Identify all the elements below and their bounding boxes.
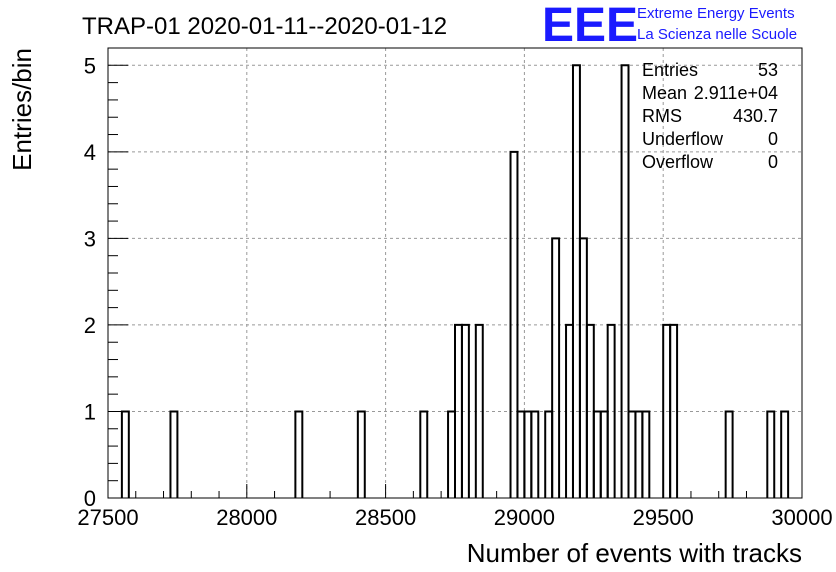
y-tick-labels: 0 1 2 3 4 5 (84, 53, 96, 511)
logo-letters: EEE (542, 0, 638, 52)
x-tick-label: 30000 (771, 505, 832, 530)
logo-line-1: Extreme Energy Events (637, 5, 795, 22)
histogram-bin (620, 64, 630, 498)
y-tick-label: 5 (84, 53, 96, 78)
stats-label: Mean (642, 83, 687, 103)
stats-label: RMS (642, 106, 682, 126)
logo-line-2: La Scienza nelle Scuole (637, 26, 797, 43)
histogram-bin (606, 323, 616, 498)
histogram-bin (530, 410, 540, 498)
histogram-bin (766, 410, 776, 498)
stats-value: 0 (768, 129, 778, 149)
stats-label: Underflow (642, 129, 724, 149)
stats-label: Entries (642, 60, 698, 80)
histogram-bin (523, 410, 533, 498)
histogram-bin (599, 410, 609, 498)
histogram-bin (578, 237, 588, 498)
histogram-bin (780, 410, 790, 498)
histogram-bin (447, 410, 456, 498)
stats-value: 0 (768, 152, 778, 172)
histogram-bin (571, 64, 581, 498)
chart-title: TRAP-01 2020-01-11--2020-01-12 (82, 13, 447, 40)
stats-value: 430.7 (733, 106, 778, 126)
stats-value: 53 (758, 60, 778, 80)
y-tick-label: 4 (84, 140, 96, 165)
y-tick-label: 2 (84, 313, 96, 338)
histogram-bin (551, 237, 561, 498)
x-tick-label: 29000 (494, 505, 555, 530)
eee-logo: EEE Extreme Energy Events La Scienza nel… (542, 0, 797, 52)
axis-ticks (107, 64, 803, 499)
y-tick-label: 3 (84, 226, 96, 251)
x-tick-labels: 27500 28000 28500 29000 29500 30000 (77, 505, 832, 530)
histogram-bars (120, 64, 790, 498)
histogram-bin (460, 323, 470, 498)
histogram-bin (419, 410, 429, 498)
histogram-bin (169, 410, 179, 498)
y-tick-label: 0 (84, 486, 96, 511)
histogram-bin (724, 410, 734, 498)
histogram-bin (294, 410, 304, 498)
histogram-bin (356, 410, 366, 498)
histogram-bin (641, 410, 651, 498)
x-tick-label: 29500 (633, 505, 694, 530)
histogram-bin (634, 410, 644, 498)
histogram-bin (592, 410, 602, 498)
y-tick-label: 1 (84, 399, 96, 424)
histogram-bin (627, 410, 637, 498)
stats-value: 2.911e+04 (694, 83, 778, 103)
histogram-bin (516, 410, 526, 498)
histogram-bin (669, 323, 679, 498)
x-tick-label: 27500 (77, 505, 138, 530)
x-tick-label: 28000 (216, 505, 277, 530)
histogram-bin (509, 150, 519, 498)
grid-lines (108, 48, 802, 498)
histogram-bin (120, 410, 130, 498)
y-axis-title: Entries/bin (7, 48, 37, 171)
stats-box: Entries 53 Mean 2.911e+04 RMS 430.7 Underflow 0… (642, 60, 778, 172)
x-tick-label: 28500 (355, 505, 416, 530)
x-axis-title: Number of events with tracks (467, 538, 802, 568)
stats-label: Overflow (642, 152, 714, 172)
histogram-bin (544, 410, 554, 498)
histogram-bin (474, 323, 484, 498)
